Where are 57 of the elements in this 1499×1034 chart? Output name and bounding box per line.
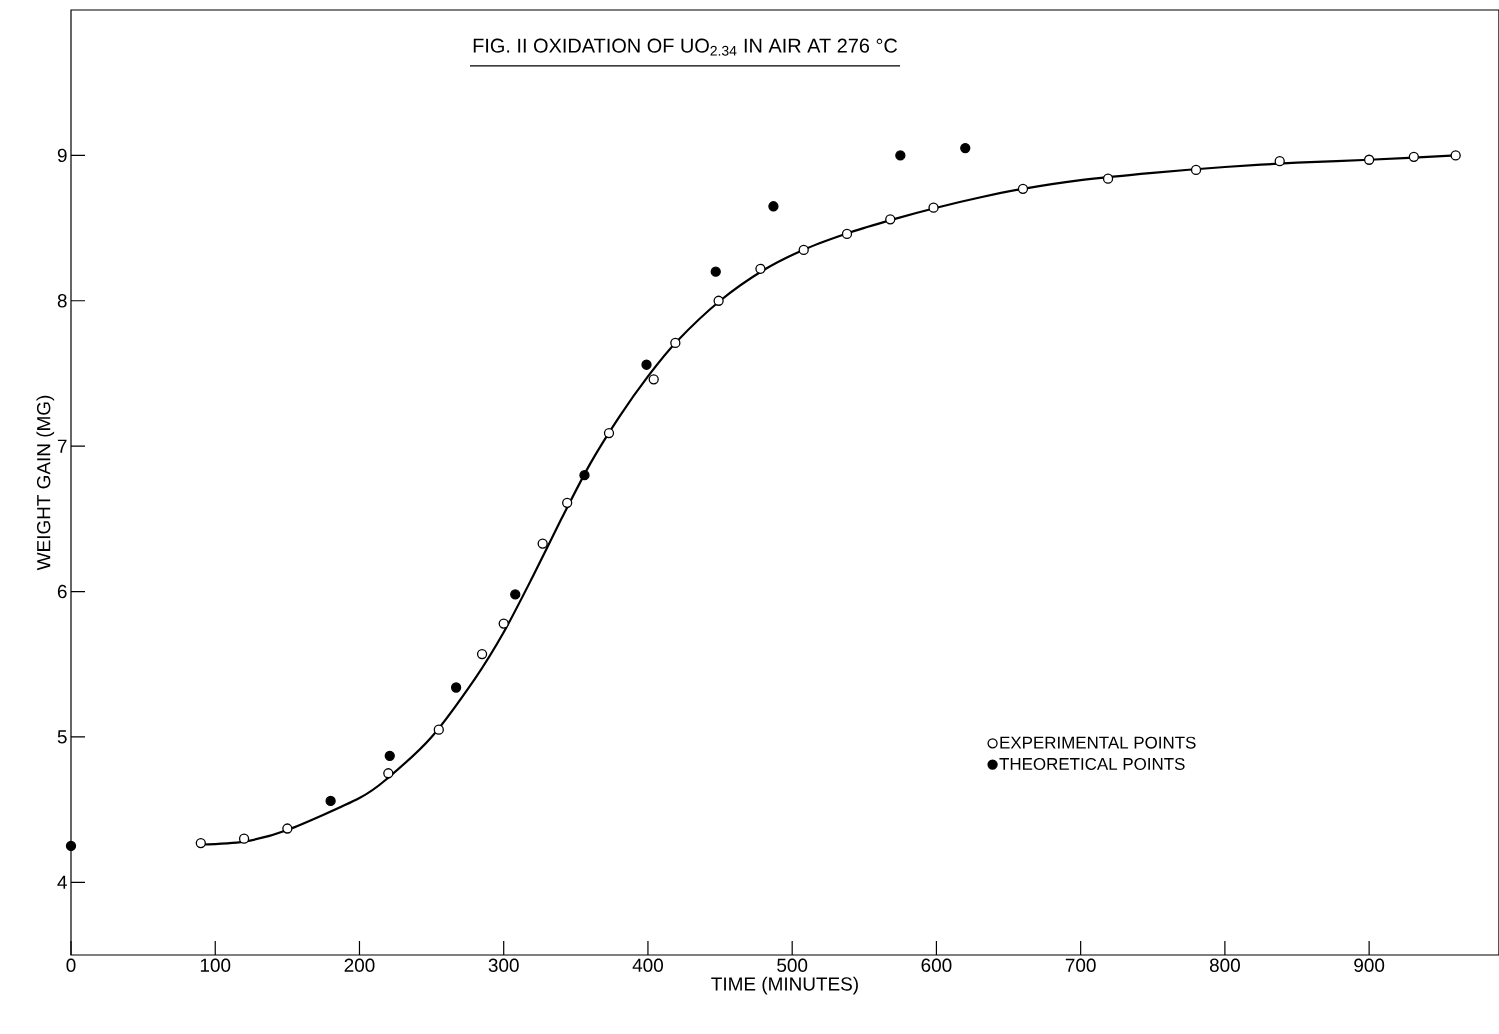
point xyxy=(1363,154,1375,165)
legend-label: THEORETICAL POINTS xyxy=(999,757,1185,770)
y-tick-label: 6 xyxy=(57,584,67,599)
y-axis-title: WEIGHT GAIN (MG) xyxy=(36,395,55,571)
x-tick-label: 700 xyxy=(1065,958,1096,972)
x-axis-title: TIME (MINUTES) xyxy=(711,976,858,995)
y-tick-label: 4 xyxy=(57,875,67,889)
x-tick-label: 900 xyxy=(1354,958,1385,972)
y-tick-label: 9 xyxy=(57,148,67,163)
point xyxy=(537,538,548,549)
x-tick-label: 600 xyxy=(921,958,952,972)
point xyxy=(384,750,395,761)
point xyxy=(238,833,250,844)
point xyxy=(710,266,721,277)
point xyxy=(450,682,462,693)
point xyxy=(282,823,293,834)
y-tick-label: 7 xyxy=(57,439,67,453)
point xyxy=(670,337,681,349)
point xyxy=(498,618,509,629)
y-tick-label: 8 xyxy=(57,294,67,308)
x-tick-label: 500 xyxy=(777,958,808,972)
x-tick-label: 200 xyxy=(344,958,375,972)
point xyxy=(841,228,853,240)
point xyxy=(1274,156,1285,167)
x-tick-label: 800 xyxy=(1209,958,1240,972)
point xyxy=(476,648,488,660)
point xyxy=(1450,150,1461,161)
point xyxy=(1190,164,1202,176)
x-tick-label: 100 xyxy=(200,958,231,972)
point xyxy=(885,214,896,225)
point xyxy=(562,497,573,508)
point xyxy=(928,202,939,213)
point xyxy=(641,359,652,370)
point xyxy=(960,142,971,154)
point xyxy=(798,244,809,256)
legend-label: EXPERIMENTAL POINTS xyxy=(1000,736,1196,749)
point xyxy=(433,724,444,735)
x-tick-label: 0 xyxy=(66,958,76,972)
point xyxy=(65,840,77,852)
point xyxy=(603,427,615,439)
point xyxy=(1017,183,1029,194)
x-tick-label: 300 xyxy=(488,958,519,972)
point xyxy=(510,589,521,600)
point xyxy=(579,470,590,481)
y-tick-label: 5 xyxy=(57,730,67,744)
point xyxy=(383,768,394,779)
x-tick-label: 400 xyxy=(632,958,663,972)
point xyxy=(1102,173,1114,184)
point xyxy=(1408,151,1419,162)
point xyxy=(755,263,766,274)
point xyxy=(768,201,779,212)
point xyxy=(195,837,206,849)
point xyxy=(895,150,906,161)
text: FIG. II OXIDATION OF UO$_{2.34}$ IN AIR AT 276 °C xyxy=(473,38,898,56)
point xyxy=(713,295,724,306)
point xyxy=(648,374,659,385)
point xyxy=(325,795,336,807)
